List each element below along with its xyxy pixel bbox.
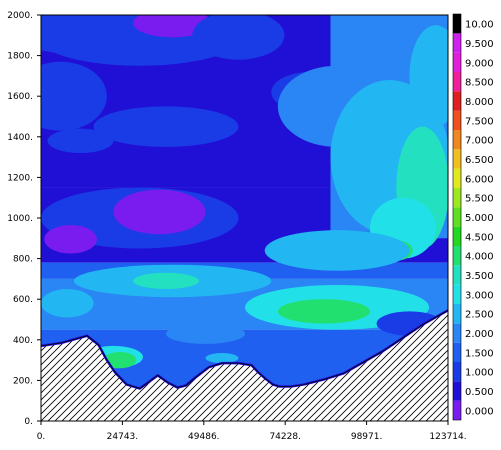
colorbar-label: 1.000 — [465, 368, 494, 379]
colorbar-swatch — [453, 284, 461, 304]
y-tick-label: 2000. — [7, 11, 33, 21]
y-tick-label: 1600. — [7, 92, 33, 102]
colorbar-swatch — [453, 91, 461, 111]
contour-region — [133, 15, 213, 38]
contour-region — [41, 61, 107, 131]
colorbar-swatch — [453, 72, 461, 92]
contour-region — [93, 106, 239, 147]
colorbar-label: 2.000 — [465, 329, 494, 340]
colorbar-swatch — [453, 149, 461, 169]
y-tick-label: 1800. — [7, 52, 33, 62]
contour-region — [103, 351, 137, 369]
colorbar-swatch — [453, 168, 461, 188]
contour-region — [47, 128, 114, 154]
contour-region — [133, 272, 199, 290]
contour-region — [277, 299, 370, 324]
x-tick-label: 98971. — [351, 432, 383, 442]
colorbar-swatch — [453, 304, 461, 324]
y-tick-label: 200. — [13, 376, 33, 386]
contour-region — [192, 15, 285, 60]
contour-region — [205, 352, 239, 364]
colorbar-label: 2.500 — [465, 310, 494, 321]
x-tick-label: 49486. — [188, 432, 220, 442]
colorbar-swatch — [453, 110, 461, 130]
terrain-outline — [41, 310, 448, 389]
colorbar-swatch — [453, 52, 461, 72]
contour-region — [41, 289, 94, 318]
colorbar-label: 8.000 — [465, 97, 494, 108]
colorbar-swatch — [453, 33, 461, 53]
colorbar-swatch — [453, 130, 461, 150]
colorbar-swatch — [453, 362, 461, 382]
x-tick-label: 74228. — [269, 432, 301, 442]
colorbar-swatch — [453, 400, 461, 420]
colorbar-swatch — [453, 188, 461, 208]
y-tick-label: 1400. — [7, 133, 33, 143]
y-tick-label: 1200. — [7, 173, 33, 183]
colorbar-label: 7.500 — [465, 116, 494, 127]
colorbar-swatch — [453, 381, 461, 401]
contour-region — [44, 225, 97, 254]
colorbar-label: 4.000 — [465, 252, 494, 263]
y-tick-label: 400. — [13, 336, 33, 346]
colorbar-swatch — [453, 265, 461, 285]
colorbar-label: 9.000 — [465, 58, 494, 69]
y-tick-label: 0. — [24, 417, 33, 427]
x-tick-label: 0. — [37, 432, 46, 442]
colorbar-label: 0.000 — [465, 406, 494, 417]
colorbar-label: 7.000 — [465, 136, 494, 147]
colorbar-label: 5.500 — [465, 194, 494, 205]
colorbar-label: 0.500 — [465, 387, 494, 398]
contour-region — [264, 230, 410, 271]
contour-region — [166, 323, 245, 344]
colorbar-label: 3.500 — [465, 271, 494, 282]
colorbar-label: 9.500 — [465, 39, 494, 50]
colorbar-label: 5.000 — [465, 213, 494, 224]
y-tick-label: 800. — [13, 255, 33, 265]
colorbar-label: 6.500 — [465, 155, 494, 166]
colorbar-label: 4.500 — [465, 232, 494, 243]
x-axis: 0. 24743. 49486. 74228. 98971. 123714. — [37, 421, 467, 442]
colorbar-swatch — [453, 14, 461, 34]
y-axis: 0. 200. 400. 600. 800. 1000. 1200. 1400. 1600. 18… — [7, 11, 41, 427]
terrain-fill — [41, 310, 448, 421]
colorbar-swatch — [453, 226, 461, 246]
colorbar-frame — [452, 13, 462, 421]
colorbar-swatch — [453, 323, 461, 343]
colorbar-label: 3.000 — [465, 290, 494, 301]
colorbar-label: 1.500 — [465, 348, 494, 359]
terrain-layer — [41, 309, 448, 421]
y-tick-label: 600. — [13, 295, 33, 305]
colorbar-swatch — [453, 342, 461, 362]
x-tick-label: 24743. — [107, 432, 139, 442]
colorbar-swatch — [453, 246, 461, 266]
x-tick-label: 123714. — [429, 432, 466, 442]
colorbar-label: 6.000 — [465, 174, 494, 185]
y-tick-label: 1000. — [7, 214, 33, 224]
colorbar-swatch — [453, 207, 461, 227]
contour-region — [113, 189, 206, 235]
colorbar: 0.000 0.500 1.000 1.500 2.000 2.500 3.000 3.500… — [452, 13, 494, 421]
colorbar-label: 10.00 — [465, 20, 494, 31]
colorbar-label: 8.500 — [465, 78, 494, 89]
